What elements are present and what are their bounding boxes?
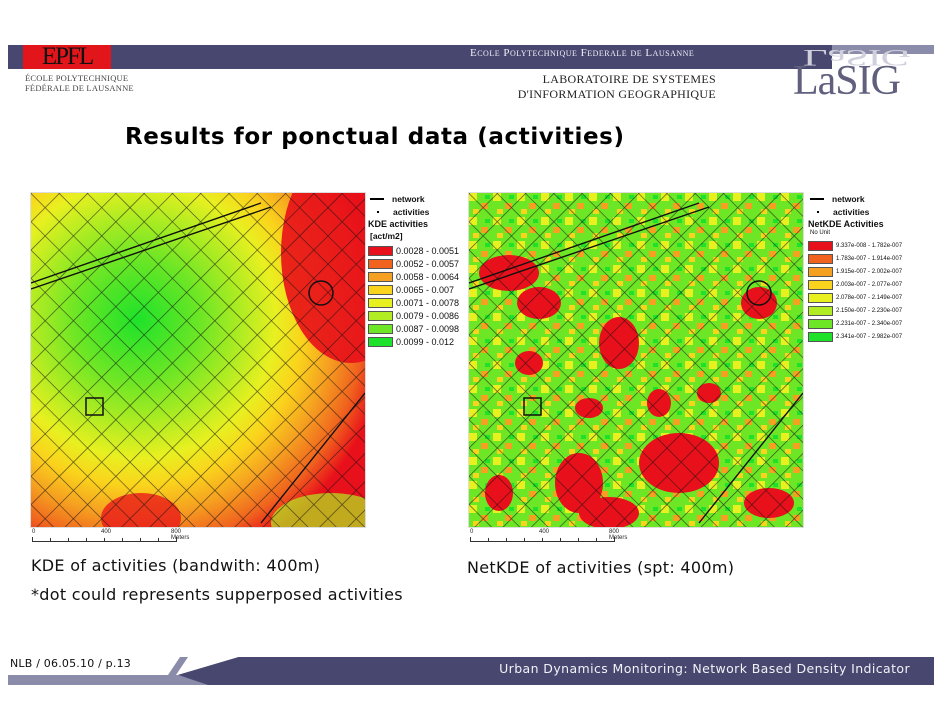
header-accent-bar (832, 45, 934, 54)
netkde-caption: NetKDE of activities (spt: 400m) (467, 558, 735, 577)
legend-class-row: 0.0079 - 0.0086 (368, 309, 468, 322)
legend-class-row: 2.003e-007 - 2.077e-007 (808, 278, 928, 291)
netkde-legend: network activities NetKDE Activities No … (808, 192, 928, 343)
legend-color-swatch (368, 336, 393, 347)
kde-legend-unit: [act/m2] (370, 231, 403, 241)
legend-color-swatch (808, 253, 833, 264)
legend-class-label: 1.915e-007 - 2.002e-007 (836, 268, 903, 275)
legend-class-row: 0.0087 - 0.0098 (368, 322, 468, 335)
legend-class-label: 2.231e-007 - 2.340e-007 (836, 320, 903, 327)
footer-bar (178, 657, 934, 685)
legend-color-swatch (368, 271, 393, 282)
legend-color-swatch (808, 279, 833, 290)
activity-dot-icon (377, 210, 379, 213)
legend-class-label: 9.337e-008 - 1.782e-007 (836, 242, 903, 249)
footer-accent-bar (8, 675, 208, 685)
legend-class-label: 0.0052 - 0.0057 (396, 258, 460, 269)
legend-class-row: 1.783e-007 - 1.914e-007 (808, 252, 928, 265)
legend-class-row: 1.915e-007 - 2.002e-007 (808, 265, 928, 278)
kde-scalebar: 0 400 800 Meters (32, 529, 190, 542)
school-name: Ecole Polytechnique Federale de Lausanne (470, 47, 695, 59)
netkde-legend-classes: 9.337e-008 - 1.782e-007 1.783e-007 - 1.91… (808, 239, 928, 343)
lasig-logo: LaSIG (793, 58, 901, 104)
network-line-icon (370, 197, 384, 200)
legend-class-label: 0.0058 - 0.0064 (396, 271, 460, 282)
netkde-legend-title: NetKDE Activities (808, 219, 884, 229)
legend-class-label: 0.0028 - 0.0051 (396, 245, 460, 256)
kde-heatmap-graphic (31, 193, 365, 527)
legend-class-label: 2.150e-007 - 2.230e-007 (836, 307, 903, 314)
kde-legend-classes: 0.0028 - 0.0051 0.0052 - 0.0057 0.0058 - 0… (368, 244, 468, 348)
legend-class-row: 0.0099 - 0.012 (368, 335, 468, 348)
legend-color-swatch (808, 331, 833, 342)
footer-accent-slant (168, 657, 188, 675)
slide-title: Results for ponctual data (activities) (125, 124, 625, 150)
legend-class-label: 2.341e-007 - 2.982e-007 (836, 333, 903, 340)
kde-legend-title: KDE activities (368, 219, 429, 229)
legend-class-label: 0.0065 - 0.007 (396, 284, 455, 295)
kde-legend: network activities KDE activities [act/m… (368, 192, 468, 348)
lab-name: LABORATOIRE DE SYSTEMES D'INFORMATION GE… (517, 72, 716, 101)
kde-map (30, 192, 366, 528)
legend-class-row: 2.078e-007 - 2.149e-007 (808, 291, 928, 304)
header-bar (8, 45, 832, 69)
legend-color-swatch (368, 258, 393, 269)
legend-color-swatch (368, 245, 393, 256)
netkde-map (468, 192, 804, 528)
activity-dot-icon (817, 210, 819, 213)
legend-class-label: 2.003e-007 - 2.077e-007 (836, 281, 903, 288)
legend-color-swatch (808, 266, 833, 277)
legend-class-label: 0.0079 - 0.0086 (396, 310, 460, 321)
legend-color-swatch (368, 323, 393, 334)
legend-class-label: 0.0087 - 0.0098 (396, 323, 460, 334)
footer-slide-info: NLB / 06.05.10 / p.13 (10, 657, 131, 670)
legend-color-swatch (808, 305, 833, 316)
legend-class-label: 0.0071 - 0.0078 (396, 297, 460, 308)
epfl-logo: EPFL (41, 43, 94, 70)
netkde-legend-unit: No Unit (810, 230, 831, 236)
footer-presentation-title: Urban Dynamics Monitoring: Network Based… (499, 661, 910, 676)
legend-color-swatch (808, 318, 833, 329)
netkde-scalebar: 0 400 800 Meters (470, 529, 628, 542)
legend-class-row: 0.0028 - 0.0051 (368, 244, 468, 257)
legend-color-swatch (368, 297, 393, 308)
legend-color-swatch (808, 240, 833, 251)
legend-class-row: 0.0058 - 0.0064 (368, 270, 468, 283)
legend-class-label: 2.078e-007 - 2.149e-007 (836, 294, 903, 301)
legend-color-swatch (368, 310, 393, 321)
kde-caption: KDE of activities (bandwith: 400m) (31, 556, 321, 575)
legend-color-swatch (368, 284, 393, 295)
legend-class-row: 0.0071 - 0.0078 (368, 296, 468, 309)
legend-class-row: 0.0065 - 0.007 (368, 283, 468, 296)
epfl-logo-box (23, 45, 111, 69)
legend-class-row: 2.341e-007 - 2.982e-007 (808, 330, 928, 343)
legend-class-label: 1.783e-007 - 1.914e-007 (836, 255, 903, 262)
legend-class-row: 2.231e-007 - 2.340e-007 (808, 317, 928, 330)
legend-class-row: 0.0052 - 0.0057 (368, 257, 468, 270)
legend-class-row: 2.150e-007 - 2.230e-007 (808, 304, 928, 317)
legend-class-label: 0.0099 - 0.012 (396, 336, 455, 347)
epfl-subtitle: ÉCOLE POLYTECHNIQUE FÉDÉRALE DE LAUSANNE (25, 73, 134, 93)
netkde-heatmap-graphic (469, 193, 803, 527)
kde-note: *dot could represents supperposed activi… (31, 585, 403, 604)
network-line-icon (810, 197, 824, 200)
legend-color-swatch (808, 292, 833, 303)
legend-class-row: 9.337e-008 - 1.782e-007 (808, 239, 928, 252)
